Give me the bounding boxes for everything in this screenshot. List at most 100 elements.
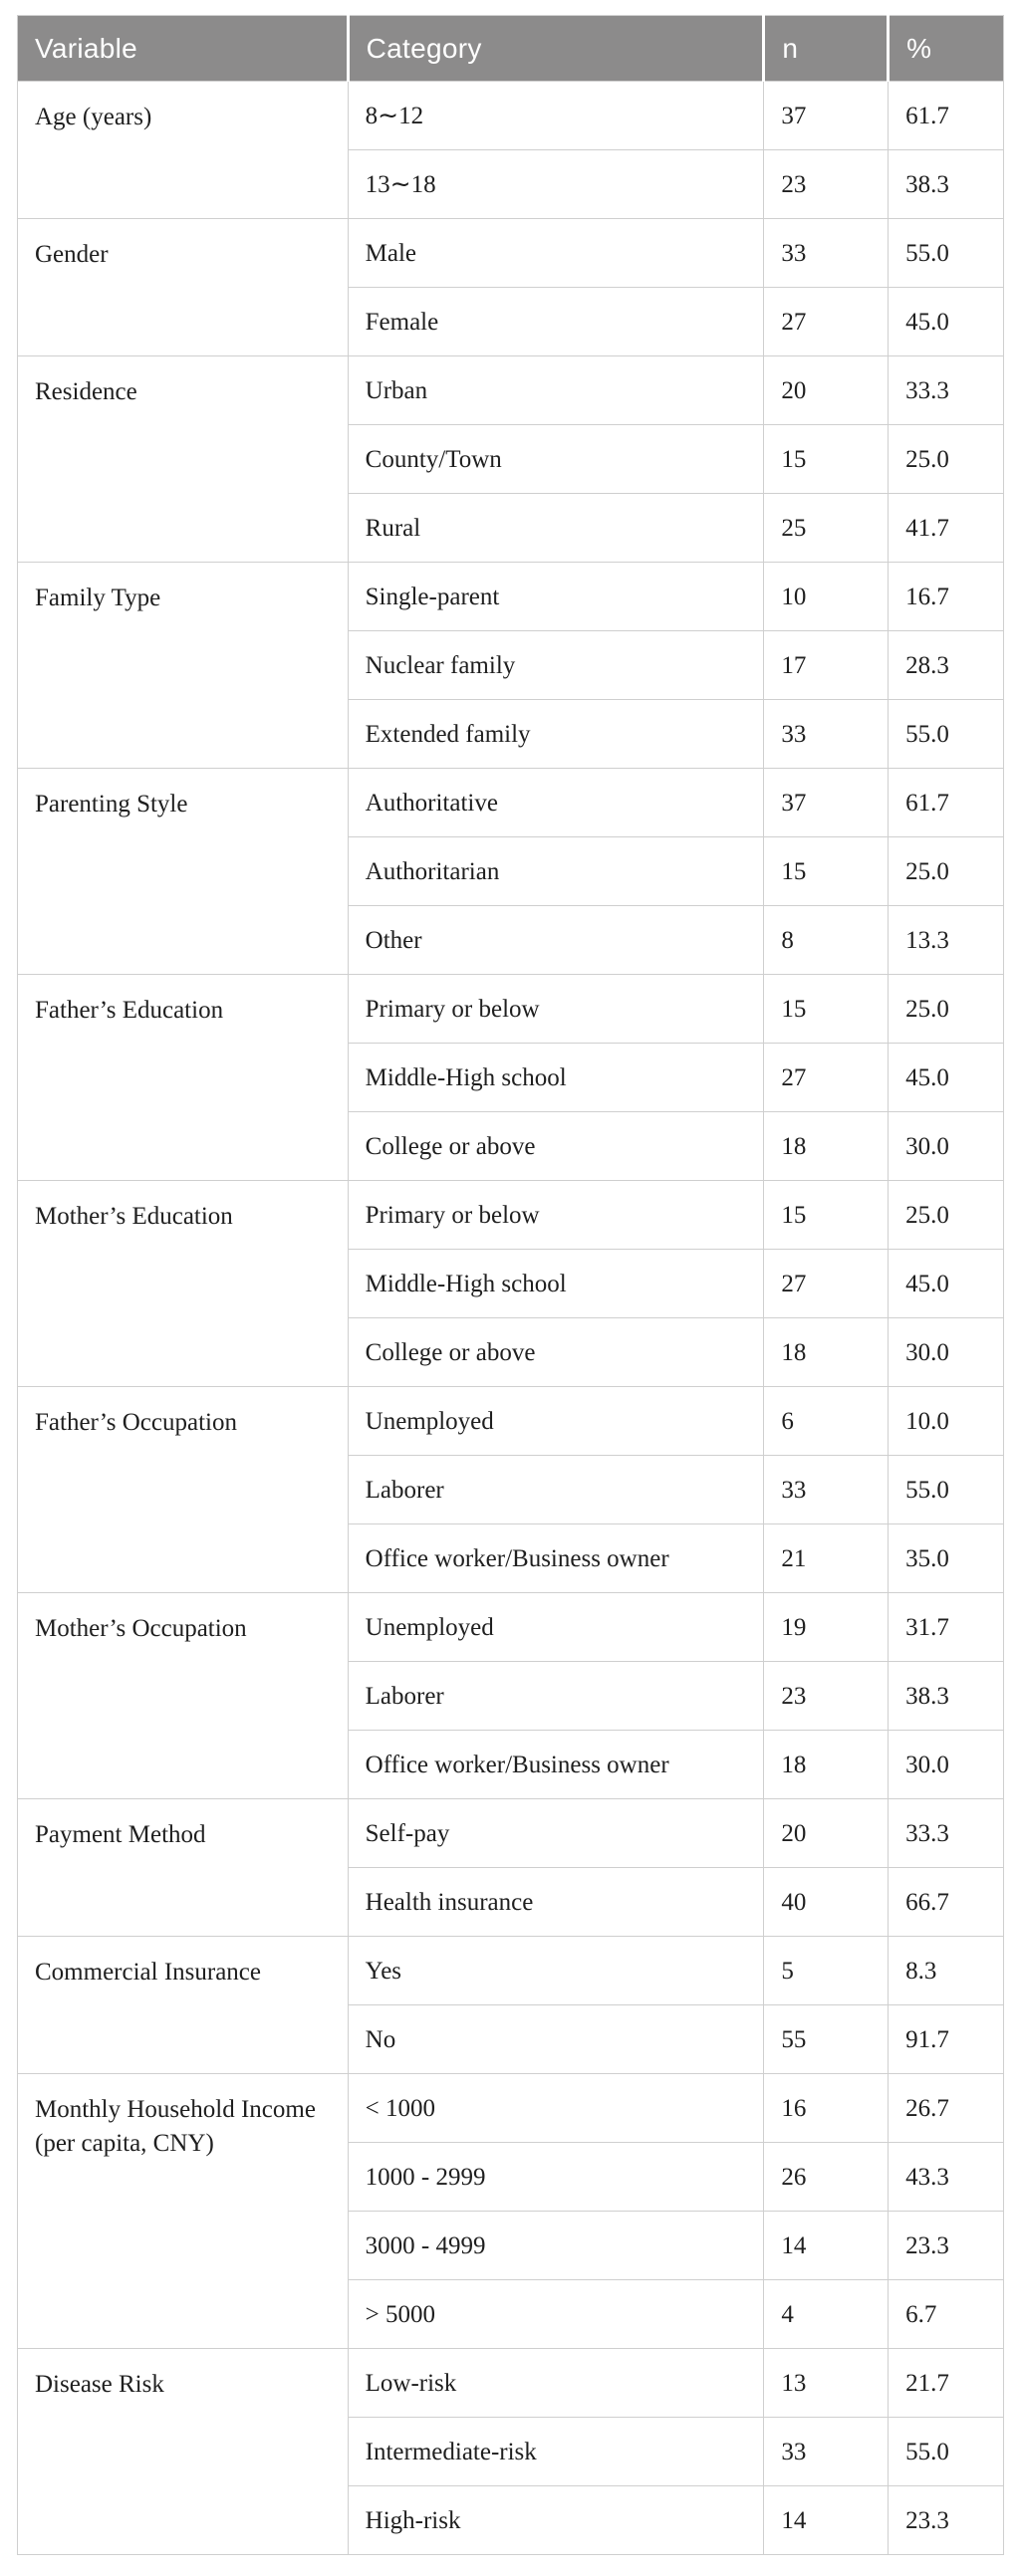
n-cell: 27 bbox=[763, 287, 890, 356]
percent-cell: 61.7 bbox=[888, 768, 1004, 837]
category-cell: Middle-High school bbox=[347, 1043, 765, 1112]
header-row: Variable Category n % bbox=[17, 15, 1004, 82]
table-row: Payment Method Self-pay 20 33.3 bbox=[17, 1798, 1004, 1937]
table-row: College or above 18 30.0 bbox=[18, 1111, 1004, 1181]
n-cell: 23 bbox=[763, 1661, 890, 1731]
n-cell: 27 bbox=[763, 1249, 890, 1318]
percent-cell: 28.3 bbox=[888, 630, 1004, 700]
table-row: High-risk 14 23.3 bbox=[18, 2485, 1004, 2555]
n-cell: 21 bbox=[763, 1523, 890, 1593]
variable-cell: Mother’s Education bbox=[17, 1180, 349, 1387]
table-row: Mother’s Occupation Unemployed 19 31.7 bbox=[17, 1592, 1004, 1799]
category-cell: Rural bbox=[347, 493, 765, 563]
percent-cell: 23.3 bbox=[888, 2485, 1004, 2555]
percent-cell: 13.3 bbox=[888, 905, 1004, 975]
percent-cell: 25.0 bbox=[888, 836, 1004, 906]
category-cell: 13∼18 bbox=[347, 149, 765, 219]
variable-cell: Payment Method bbox=[17, 1798, 349, 1937]
header-n: n bbox=[762, 15, 889, 82]
n-cell: 4 bbox=[763, 2279, 890, 2349]
variable-cell: Disease Risk bbox=[17, 2348, 349, 2555]
table-row: Residence Urban 20 33.3 bbox=[17, 355, 1004, 563]
n-cell: 19 bbox=[763, 1592, 890, 1662]
variable-cell: Mother’s Occupation bbox=[17, 1592, 349, 1799]
category-cell: Female bbox=[347, 287, 765, 356]
percent-cell: 23.3 bbox=[888, 2211, 1004, 2280]
category-cell: Intermediate-risk bbox=[347, 2417, 765, 2486]
percent-cell: 26.7 bbox=[888, 2073, 1004, 2143]
n-cell: 33 bbox=[763, 1455, 890, 1524]
table-row: Age (years) 8∼12 37 61.7 bbox=[17, 81, 1004, 219]
percent-cell: 45.0 bbox=[888, 287, 1004, 356]
n-cell: 23 bbox=[763, 149, 890, 219]
n-cell: 5 bbox=[763, 1936, 890, 2005]
percent-cell: 6.7 bbox=[888, 2279, 1004, 2349]
category-cell: Extended family bbox=[347, 699, 765, 769]
n-cell: 10 bbox=[763, 562, 890, 631]
percent-cell: 25.0 bbox=[888, 424, 1004, 494]
variable-cell: Residence bbox=[17, 355, 349, 563]
table-row: Gender Male 33 55.0 bbox=[17, 218, 1004, 356]
table-row: Father’s Occupation Unemployed 6 10.0 bbox=[17, 1386, 1004, 1593]
category-cell: College or above bbox=[347, 1111, 765, 1181]
category-cell: Nuclear family bbox=[347, 630, 765, 700]
table-row: 1000 - 2999 26 43.3 bbox=[18, 2142, 1004, 2212]
n-cell: 18 bbox=[763, 1111, 890, 1181]
table-row: Laborer 33 55.0 bbox=[18, 1455, 1004, 1524]
table-row: Parenting Style Authoritative 37 61.7 bbox=[17, 768, 1004, 975]
n-cell: 20 bbox=[763, 1798, 890, 1868]
category-cell: College or above bbox=[347, 1317, 765, 1387]
n-cell: 18 bbox=[763, 1730, 890, 1799]
category-cell: Office worker/Business owner bbox=[347, 1730, 765, 1799]
percent-cell: 66.7 bbox=[888, 1867, 1004, 1937]
table-row: Extended family 33 55.0 bbox=[18, 699, 1004, 769]
percent-cell: 8.3 bbox=[888, 1936, 1004, 2005]
table-row: Middle-High school 27 45.0 bbox=[18, 1249, 1004, 1318]
category-cell: > 5000 bbox=[347, 2279, 765, 2349]
table-row: Authoritarian 15 25.0 bbox=[18, 836, 1004, 906]
n-cell: 55 bbox=[763, 2004, 890, 2074]
header-variable: Variable bbox=[17, 15, 349, 82]
table-row: Laborer 23 38.3 bbox=[18, 1661, 1004, 1731]
table-row: Health insurance 40 66.7 bbox=[18, 1867, 1004, 1937]
n-cell: 40 bbox=[763, 1867, 890, 1937]
percent-cell: 55.0 bbox=[888, 218, 1004, 288]
table-row: Intermediate-risk 33 55.0 bbox=[18, 2417, 1004, 2486]
n-cell: 14 bbox=[763, 2485, 890, 2555]
percent-cell: 10.0 bbox=[888, 1386, 1004, 1456]
percent-cell: 33.3 bbox=[888, 355, 1004, 425]
n-cell: 33 bbox=[763, 218, 890, 288]
header-percent: % bbox=[887, 15, 1004, 82]
n-cell: 15 bbox=[763, 1180, 890, 1250]
category-cell: Laborer bbox=[347, 1455, 765, 1524]
percent-cell: 25.0 bbox=[888, 974, 1004, 1044]
table-row: Commercial Insurance Yes 5 8.3 bbox=[17, 1936, 1004, 2074]
category-cell: Primary or below bbox=[347, 974, 765, 1044]
table-row: Father’s Education Primary or below 15 25.0 bbox=[17, 974, 1004, 1181]
n-cell: 17 bbox=[763, 630, 890, 700]
variable-cell: Age (years) bbox=[17, 81, 349, 219]
percent-cell: 43.3 bbox=[888, 2142, 1004, 2212]
table-row: Monthly Household Income (per capita, CN… bbox=[17, 2073, 1004, 2349]
category-cell: 1000 - 2999 bbox=[347, 2142, 765, 2212]
percent-cell: 30.0 bbox=[888, 1730, 1004, 1799]
category-cell: Yes bbox=[347, 1936, 765, 2005]
table-row: Middle-High school 27 45.0 bbox=[18, 1043, 1004, 1112]
table-row: Family Type Single-parent 10 16.7 bbox=[17, 562, 1004, 769]
n-cell: 15 bbox=[763, 424, 890, 494]
percent-cell: 33.3 bbox=[888, 1798, 1004, 1868]
category-cell: Middle-High school bbox=[347, 1249, 765, 1318]
percent-cell: 45.0 bbox=[888, 1043, 1004, 1112]
variable-cell: Father’s Occupation bbox=[17, 1386, 349, 1593]
category-cell: No bbox=[347, 2004, 765, 2074]
category-cell: < 1000 bbox=[347, 2073, 765, 2143]
percent-cell: 55.0 bbox=[888, 1455, 1004, 1524]
variable-cell: Monthly Household Income (per capita, CN… bbox=[17, 2073, 349, 2349]
category-cell: Office worker/Business owner bbox=[347, 1523, 765, 1593]
table-body: Age (years) 8∼12 37 61.7 13∼18 23 38.3 Gender Ma… bbox=[17, 81, 1004, 2555]
percent-cell: 41.7 bbox=[888, 493, 1004, 563]
table-row: > 5000 4 6.7 bbox=[18, 2279, 1004, 2349]
category-cell: Self-pay bbox=[347, 1798, 765, 1868]
percent-cell: 30.0 bbox=[888, 1317, 1004, 1387]
category-cell: Male bbox=[347, 218, 765, 288]
